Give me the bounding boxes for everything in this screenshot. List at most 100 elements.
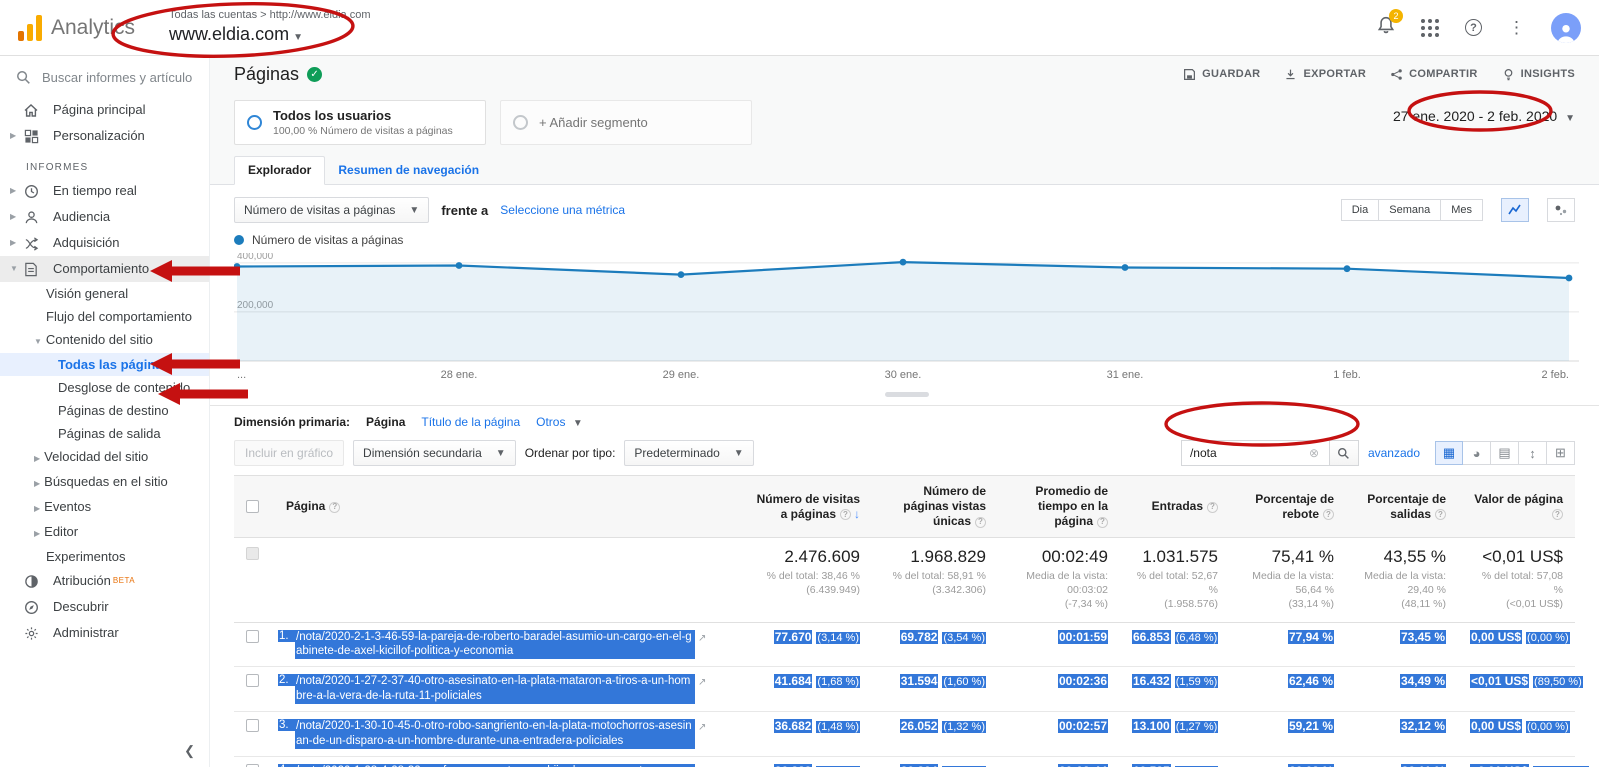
sidebar-item-exit-pages[interactable]: Páginas de salida bbox=[58, 426, 161, 441]
plot-rows-button[interactable]: Incluir en gráfico bbox=[234, 440, 345, 466]
search-button[interactable] bbox=[1328, 440, 1359, 466]
col-header-entrances[interactable]: Entradas bbox=[1151, 499, 1203, 513]
sidebar-item-site-content[interactable]: ▼ Contenido del sitio bbox=[34, 332, 153, 347]
sidebar-item-audience[interactable]: ▶ Audiencia bbox=[10, 209, 111, 224]
tab-navigation-summary[interactable]: Resumen de navegación bbox=[338, 163, 480, 177]
col-header-page[interactable]: Página bbox=[286, 499, 326, 513]
sidebar-item-landing-pages[interactable]: Páginas de destino bbox=[58, 403, 169, 418]
select-metric-link[interactable]: Seleccione una métrica bbox=[500, 203, 626, 217]
notifications-bell-icon[interactable]: 2 bbox=[1377, 8, 1403, 40]
granularity-day-button[interactable]: Dia bbox=[1340, 199, 1380, 221]
sidebar-collapse-icon[interactable]: ❮ bbox=[184, 743, 195, 758]
help-icon[interactable]: ? bbox=[1207, 501, 1218, 513]
chart-scroll-handle[interactable] bbox=[884, 392, 929, 397]
granularity-month-button[interactable]: Mes bbox=[1441, 199, 1483, 221]
table-search-input[interactable] bbox=[1180, 440, 1329, 466]
more-options-icon[interactable]: ⋮ bbox=[1508, 17, 1525, 37]
sidebar-item-attribution[interactable]: Atribución BETA bbox=[0, 568, 209, 594]
sidebar-item-acquisition[interactable]: ▶ Adquisición bbox=[10, 235, 120, 251]
view-pivot-icon[interactable]: ⊞ bbox=[1547, 441, 1575, 465]
view-percentage-icon[interactable]: ◕ bbox=[1463, 441, 1491, 465]
dimension-page-link[interactable]: Página bbox=[366, 415, 406, 429]
sidebar-item-behavior-flow[interactable]: Flujo del comportamiento bbox=[46, 309, 192, 324]
sidebar-item-behavior[interactable]: ▼ Comportamiento bbox=[0, 256, 209, 282]
add-segment-button[interactable]: + Añadir segmento bbox=[500, 100, 752, 145]
sidebar-search-input[interactable] bbox=[42, 70, 192, 85]
account-name[interactable]: www.eldia.com bbox=[169, 23, 290, 44]
view-table-icon[interactable]: ▦ bbox=[1435, 441, 1463, 465]
external-link-icon[interactable]: ↗ bbox=[698, 632, 707, 644]
date-range-selector[interactable]: 27 ene. 2020 - 2 feb. 2020 ▼ bbox=[1392, 108, 1575, 124]
metric-percent: (89,50 %) bbox=[1533, 676, 1583, 689]
sidebar-item-admin[interactable]: Administrar bbox=[0, 620, 209, 646]
sidebar-item-all-pages[interactable]: Todas las páginas bbox=[0, 353, 209, 376]
help-icon[interactable]: ? bbox=[1097, 516, 1108, 528]
account-selector[interactable]: Todas las cuentas > http://www.eldia.com… bbox=[169, 9, 370, 46]
col-header-avg-time[interactable]: Promedio de tiempo en la página bbox=[1035, 484, 1108, 528]
view-performance-icon[interactable]: ▤ bbox=[1491, 441, 1519, 465]
col-header-exit-rate[interactable]: Porcentaje de salidas bbox=[1367, 491, 1446, 521]
dimension-page-title-link[interactable]: Título de la página bbox=[421, 415, 521, 429]
share-button[interactable]: COMPARTIR bbox=[1390, 68, 1478, 81]
help-icon[interactable]: ? bbox=[840, 509, 851, 520]
avatar[interactable] bbox=[1551, 12, 1581, 43]
row-checkbox[interactable] bbox=[246, 719, 259, 733]
help-icon[interactable]: ? bbox=[1435, 509, 1446, 520]
sidebar-item-publisher[interactable]: ▶ Editor bbox=[34, 524, 79, 539]
sidebar-item-experiments[interactable]: Experimentos bbox=[46, 549, 126, 564]
row-checkbox[interactable] bbox=[246, 629, 259, 643]
line-chart-toggle-icon[interactable] bbox=[1501, 198, 1529, 222]
sidebar-search[interactable] bbox=[0, 56, 209, 97]
row-checkbox[interactable] bbox=[246, 674, 259, 688]
sidebar-item-site-search[interactable]: ▶ Búsquedas en el sitio bbox=[34, 474, 168, 489]
apps-grid-icon[interactable] bbox=[1421, 18, 1439, 37]
row-index: 3. bbox=[278, 719, 295, 732]
sidebar-item-overview[interactable]: Visión general bbox=[46, 286, 129, 301]
sort-type-select[interactable]: Predeterminado ▼ bbox=[624, 440, 754, 466]
view-comparison-icon[interactable]: ↕ bbox=[1519, 441, 1547, 465]
segment-radio-icon[interactable] bbox=[247, 115, 262, 130]
external-link-icon[interactable]: ↗ bbox=[698, 677, 707, 689]
sort-desc-icon[interactable]: ↓ bbox=[854, 506, 860, 521]
insights-button[interactable]: INSIGHTS bbox=[1502, 68, 1575, 81]
select-all-checkbox[interactable] bbox=[246, 500, 259, 513]
totals-checkbox[interactable] bbox=[246, 547, 259, 560]
sidebar-item-home[interactable]: Página principal bbox=[0, 97, 209, 123]
page-link[interactable]: /nota/2020-1-27-2-37-40-otro-asesinato-e… bbox=[295, 674, 695, 705]
col-header-page-value[interactable]: Valor de página bbox=[1474, 491, 1563, 506]
page-link[interactable]: /nota/2020-1-30-10-45-0-otro-robo-sangri… bbox=[295, 719, 695, 750]
breadcrumb[interactable]: Todas las cuentas > http://www.eldia.com bbox=[169, 9, 371, 22]
secondary-dimension-select[interactable]: Dimensión secundaria ▼ bbox=[353, 440, 516, 466]
row-checkbox[interactable] bbox=[246, 764, 259, 767]
col-header-pageviews[interactable]: Número de visitas a páginas bbox=[756, 491, 860, 521]
external-link-icon[interactable]: ↗ bbox=[698, 722, 707, 734]
segment-all-users[interactable]: Todos los usuarios 100,00 % Número de vi… bbox=[234, 100, 486, 145]
metric-select[interactable]: Número de visitas a páginas ▼ bbox=[234, 197, 430, 223]
analytics-logo-icon[interactable] bbox=[18, 14, 42, 41]
sidebar-item-customization[interactable]: ▶ Personalización bbox=[10, 128, 145, 143]
export-button[interactable]: EXPORTAR bbox=[1284, 68, 1366, 81]
granularity-week-button[interactable]: Semana bbox=[1379, 199, 1442, 221]
sidebar-item-content-drilldown[interactable]: Desglose de contenido bbox=[58, 380, 191, 395]
help-icon[interactable]: ? bbox=[329, 501, 341, 513]
help-icon[interactable]: ? bbox=[1552, 509, 1563, 520]
metric-cell: 20.204(1,03 %) bbox=[872, 756, 998, 767]
sidebar-item-events[interactable]: ▶ Eventos bbox=[34, 499, 92, 514]
col-header-unique-pageviews[interactable]: Número de páginas vistas únicas bbox=[903, 484, 986, 528]
svg-text:28 ene.: 28 ene. bbox=[441, 369, 478, 381]
help-icon[interactable]: ? bbox=[1323, 509, 1334, 520]
motion-chart-toggle-icon[interactable] bbox=[1547, 198, 1575, 222]
col-header-bounce-rate[interactable]: Porcentaje de rebote bbox=[1255, 491, 1334, 521]
dimension-others-link[interactable]: Otros ▼ bbox=[536, 415, 583, 429]
page-link[interactable]: /nota/2020-1-28-4-28-32-confeso-que-mato… bbox=[295, 764, 695, 767]
sidebar-item-site-speed[interactable]: ▶ Velocidad del sitio bbox=[34, 449, 149, 464]
tab-explorer[interactable]: Explorador bbox=[234, 156, 326, 185]
save-button[interactable]: GUARDAR bbox=[1183, 68, 1260, 81]
advanced-search-link[interactable]: avanzado bbox=[1367, 446, 1420, 460]
clear-search-icon[interactable]: ⊗ bbox=[1308, 446, 1320, 460]
page-link[interactable]: /nota/2020-2-1-3-46-59-la-pareja-de-robe… bbox=[295, 629, 695, 660]
help-icon[interactable]: ? bbox=[975, 516, 986, 528]
help-icon[interactable]: ? bbox=[1465, 19, 1482, 36]
sidebar-item-discover[interactable]: Descubrir bbox=[0, 594, 209, 620]
sidebar-item-realtime[interactable]: ▶ En tiempo real bbox=[10, 183, 137, 198]
